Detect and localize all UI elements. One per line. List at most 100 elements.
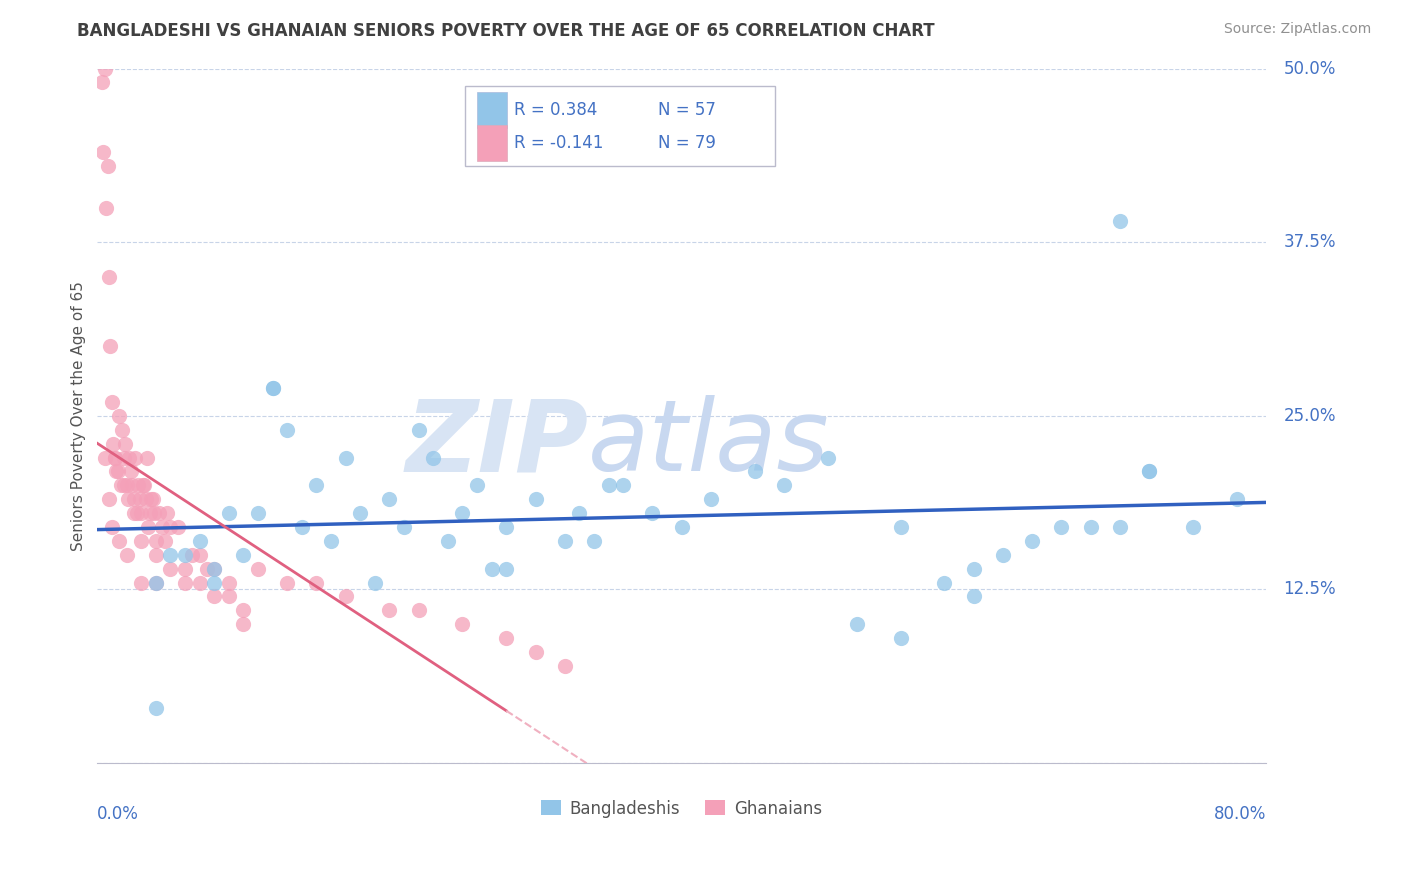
Point — [481, 562, 503, 576]
Point — [232, 617, 254, 632]
Text: 0.0%: 0.0% — [97, 805, 139, 822]
Point — [392, 520, 415, 534]
Point — [202, 562, 225, 576]
Text: N = 79: N = 79 — [658, 134, 716, 152]
Point — [568, 506, 591, 520]
Point — [115, 478, 138, 492]
Point — [218, 575, 240, 590]
Text: Source: ZipAtlas.com: Source: ZipAtlas.com — [1223, 22, 1371, 37]
Point — [101, 395, 124, 409]
FancyBboxPatch shape — [477, 125, 508, 161]
Point — [188, 548, 211, 562]
FancyBboxPatch shape — [477, 92, 508, 128]
Point — [108, 409, 131, 423]
Point — [554, 533, 576, 548]
Point — [111, 423, 134, 437]
Point — [127, 478, 149, 492]
Point — [335, 590, 357, 604]
Point — [700, 492, 723, 507]
Point — [150, 520, 173, 534]
Point — [582, 533, 605, 548]
Text: 80.0%: 80.0% — [1213, 805, 1265, 822]
Point — [129, 575, 152, 590]
Point — [1021, 533, 1043, 548]
Point — [132, 478, 155, 492]
Point — [218, 590, 240, 604]
Point — [817, 450, 839, 465]
Point — [121, 478, 143, 492]
Point — [437, 533, 460, 548]
Point — [1080, 520, 1102, 534]
Point — [641, 506, 664, 520]
Point — [128, 492, 150, 507]
Point — [90, 75, 112, 89]
Point — [145, 575, 167, 590]
Point — [103, 436, 125, 450]
Point — [202, 575, 225, 590]
Point — [218, 506, 240, 520]
Text: BANGLADESHI VS GHANAIAN SENIORS POVERTY OVER THE AGE OF 65 CORRELATION CHART: BANGLADESHI VS GHANAIAN SENIORS POVERTY … — [77, 22, 935, 40]
Point — [188, 575, 211, 590]
Point — [247, 562, 270, 576]
Point — [408, 603, 430, 617]
Point — [451, 506, 474, 520]
Point — [112, 450, 135, 465]
Point — [378, 492, 401, 507]
Point — [159, 520, 181, 534]
Point — [174, 562, 197, 576]
Point — [125, 506, 148, 520]
Point — [349, 506, 371, 520]
Legend: Bangladeshis, Ghanaians: Bangladeshis, Ghanaians — [534, 793, 828, 824]
Point — [305, 575, 328, 590]
Point — [104, 450, 127, 465]
Text: 50.0%: 50.0% — [1284, 60, 1336, 78]
Point — [98, 492, 121, 507]
Point — [991, 548, 1014, 562]
Point — [202, 562, 225, 576]
Point — [135, 492, 157, 507]
Point — [1181, 520, 1204, 534]
Point — [963, 590, 986, 604]
Text: 37.5%: 37.5% — [1284, 233, 1336, 252]
Point — [145, 575, 167, 590]
Point — [114, 436, 136, 450]
Point — [422, 450, 444, 465]
Point — [495, 520, 517, 534]
Text: atlas: atlas — [588, 395, 830, 492]
Point — [890, 520, 912, 534]
Point — [195, 562, 218, 576]
Point — [174, 575, 197, 590]
Point — [1226, 492, 1249, 507]
Point — [143, 506, 166, 520]
Point — [524, 645, 547, 659]
Point — [159, 548, 181, 562]
Text: N = 57: N = 57 — [658, 101, 716, 119]
Point — [136, 450, 159, 465]
Point — [319, 533, 342, 548]
Point — [247, 506, 270, 520]
Point — [97, 159, 120, 173]
Point — [262, 381, 284, 395]
Point — [98, 269, 121, 284]
Point — [93, 62, 115, 76]
Point — [93, 450, 115, 465]
Point — [276, 575, 298, 590]
Point — [378, 603, 401, 617]
Point — [202, 590, 225, 604]
Point — [408, 423, 430, 437]
Point — [465, 478, 488, 492]
Point — [138, 520, 160, 534]
Point — [100, 339, 122, 353]
Point — [188, 533, 211, 548]
Point — [118, 450, 141, 465]
FancyBboxPatch shape — [465, 86, 775, 166]
Point — [1137, 465, 1160, 479]
Point — [1137, 465, 1160, 479]
Point — [145, 700, 167, 714]
Point — [1050, 520, 1073, 534]
Point — [744, 465, 766, 479]
Point — [159, 562, 181, 576]
Point — [364, 575, 387, 590]
Point — [612, 478, 634, 492]
Text: ZIP: ZIP — [405, 395, 588, 492]
